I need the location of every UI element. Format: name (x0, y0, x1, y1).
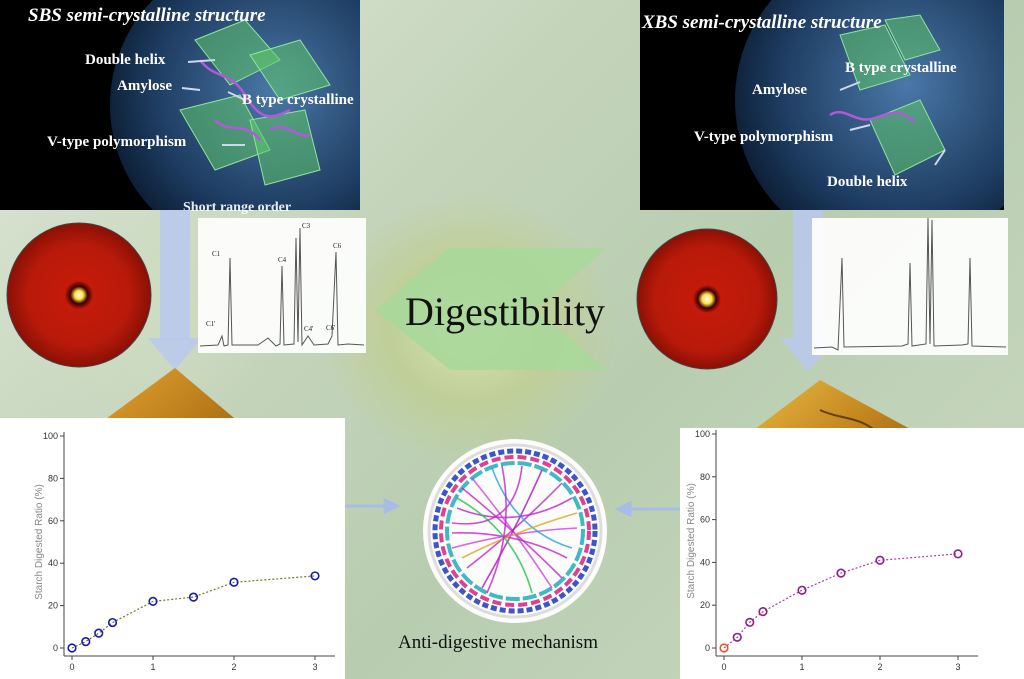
data-point (953, 549, 963, 559)
y-tick-label: 100 (43, 431, 58, 441)
label-b-type-right: B type crystalline (845, 60, 957, 76)
x-tick-label: 3 (312, 662, 317, 672)
anti-digestive-caption: Anti-digestive mechanism (398, 632, 598, 653)
y-tick-label: 100 (695, 429, 710, 439)
label-short-range-order: Short range order (183, 200, 292, 215)
fit-curve (723, 553, 959, 649)
data-point (719, 643, 729, 653)
data-point (67, 643, 77, 653)
sbs-nmr-card: C1 C4 C3 C6 C1' C4' C6' (198, 218, 366, 353)
y-tick-label: 40 (700, 557, 710, 567)
sbs-digestion-chart-card (0, 418, 345, 679)
data-point (758, 607, 768, 617)
label-amylose-right: Amylose (752, 82, 807, 98)
peak-label: C1' (206, 320, 215, 328)
sbs-molecule-illustration (110, 0, 360, 210)
y-tick-label: 80 (48, 473, 58, 483)
xbs-panel-title: XBS semi-crystalline structure (642, 12, 882, 33)
sbs-digestion-chart: 0 20 40 60 80 100 0 1 2 3 Starch Digested Ratio (%… (34, 431, 335, 672)
peak-label: C6' (326, 324, 335, 332)
xbs-nmr-spectrum (813, 217, 1007, 351)
x-tick-label: 0 (721, 662, 726, 672)
xbs-digestion-chart: 0 20 40 60 80 100 0 1 2 3 Starch Digested Ratio (%… (686, 429, 978, 672)
data-point (310, 571, 320, 581)
label-v-type: V-type polymorphism (47, 134, 187, 150)
y-axis-label: Starch Digested Ratio (%) (34, 484, 45, 600)
xbs-saxs-pattern (636, 228, 778, 370)
xbs-structure-panel: XBS semi-crystalline structure B type cr… (640, 0, 1004, 210)
y-tick-label: 80 (700, 472, 710, 482)
data-point (148, 596, 158, 606)
x-tick-label: 1 (150, 662, 155, 672)
peak-label: C6 (333, 242, 342, 250)
data-point (188, 592, 199, 602)
data-point (745, 617, 755, 627)
y-tick-label: 0 (53, 643, 58, 653)
peak-label: C3 (302, 222, 311, 230)
peak-label: C1 (212, 250, 221, 258)
data-point (732, 632, 742, 642)
data-point (229, 577, 239, 587)
data-point (797, 585, 807, 595)
xbs-molecule-illustration (735, 0, 1004, 210)
y-tick-label: 0 (705, 643, 710, 653)
data-point (94, 628, 104, 638)
data-point (875, 555, 885, 565)
x-tick-label: 3 (955, 662, 960, 672)
y-tick-label: 20 (48, 601, 58, 611)
digestibility-label: Digestibility (405, 289, 605, 334)
label-double-helix: Double helix (85, 52, 166, 68)
peak-label: C4' (304, 325, 313, 333)
xbs-nmr-card (812, 217, 1008, 355)
sbs-panel-title: SBS semi-crystalline structure (28, 5, 266, 26)
circos-plot (423, 439, 607, 623)
peak-label: C4 (278, 256, 287, 264)
label-b-type: B type crystalline (242, 92, 354, 108)
y-axis-label: Starch Digested Ratio (%) (686, 483, 697, 599)
data-point (81, 637, 91, 647)
label-amylose: Amylose (117, 78, 172, 94)
y-tick-label: 60 (700, 515, 710, 525)
y-tick-label: 40 (48, 558, 58, 568)
y-tick-label: 60 (48, 516, 58, 526)
x-tick-label: 2 (231, 662, 236, 672)
sbs-structure-panel: SBS semi-crystalline structure Double he… (0, 0, 360, 210)
y-tick-label: 20 (700, 600, 710, 610)
data-point (836, 568, 846, 578)
x-tick-label: 1 (799, 662, 804, 672)
sbs-nmr-spectrum: C1 C4 C3 C6 C1' C4' C6' (199, 222, 365, 347)
label-double-helix-right: Double helix (827, 174, 908, 190)
data-point (107, 617, 118, 628)
x-tick-label: 0 (69, 662, 74, 672)
fit-curve (71, 575, 316, 649)
sbs-saxs-pattern (6, 222, 152, 368)
digestibility-arrow (375, 248, 607, 370)
label-v-type-right: V-type polymorphism (694, 129, 834, 145)
x-tick-label: 2 (877, 662, 882, 672)
